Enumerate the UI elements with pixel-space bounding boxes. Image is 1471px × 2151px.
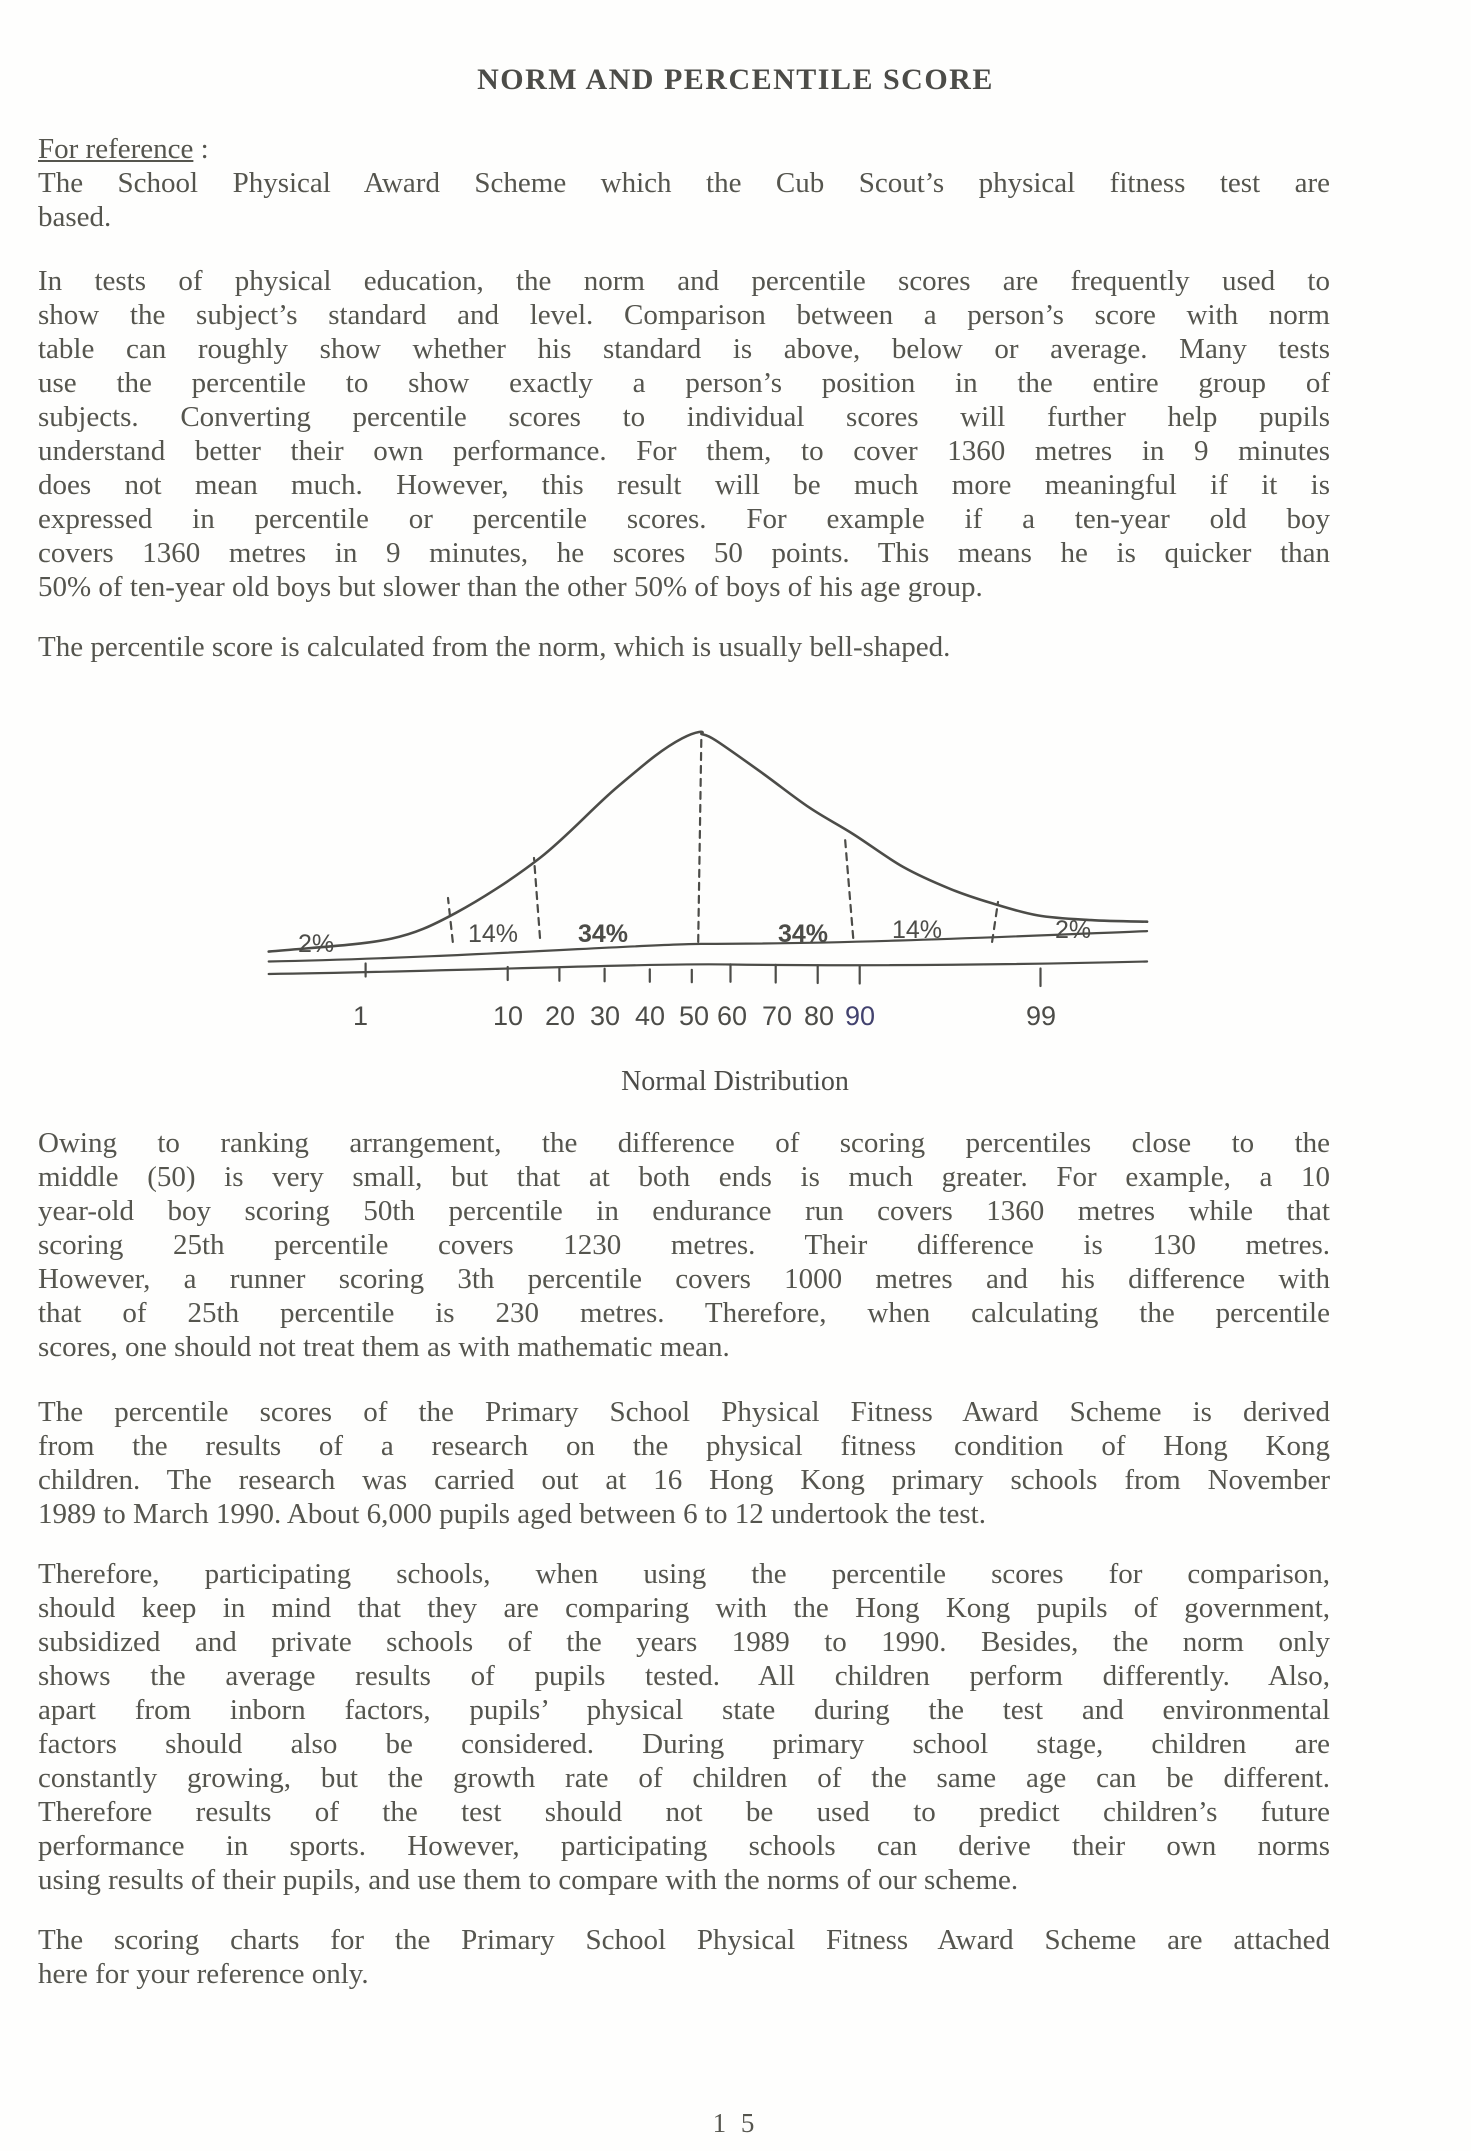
svg-text:10: 10 xyxy=(493,1001,523,1031)
svg-text:80: 80 xyxy=(804,1001,834,1031)
svg-text:14%: 14% xyxy=(892,916,942,944)
svg-text:60: 60 xyxy=(717,1001,747,1031)
svg-text:34%: 34% xyxy=(778,920,828,948)
svg-text:50: 50 xyxy=(679,1001,709,1031)
svg-text:2%: 2% xyxy=(1055,916,1091,944)
svg-text:40: 40 xyxy=(635,1001,665,1031)
svg-text:Normal Distribution: Normal Distribution xyxy=(621,1066,849,1097)
svg-text:14%: 14% xyxy=(468,920,518,948)
svg-text:34%: 34% xyxy=(578,920,628,948)
svg-text:30: 30 xyxy=(590,1001,620,1031)
svg-text:99: 99 xyxy=(1026,1001,1056,1031)
svg-text:20: 20 xyxy=(545,1001,575,1031)
svg-text:2%: 2% xyxy=(298,930,334,958)
svg-text:70: 70 xyxy=(762,1001,792,1031)
svg-text:1: 1 xyxy=(353,1001,368,1031)
svg-text:90: 90 xyxy=(845,1001,875,1031)
